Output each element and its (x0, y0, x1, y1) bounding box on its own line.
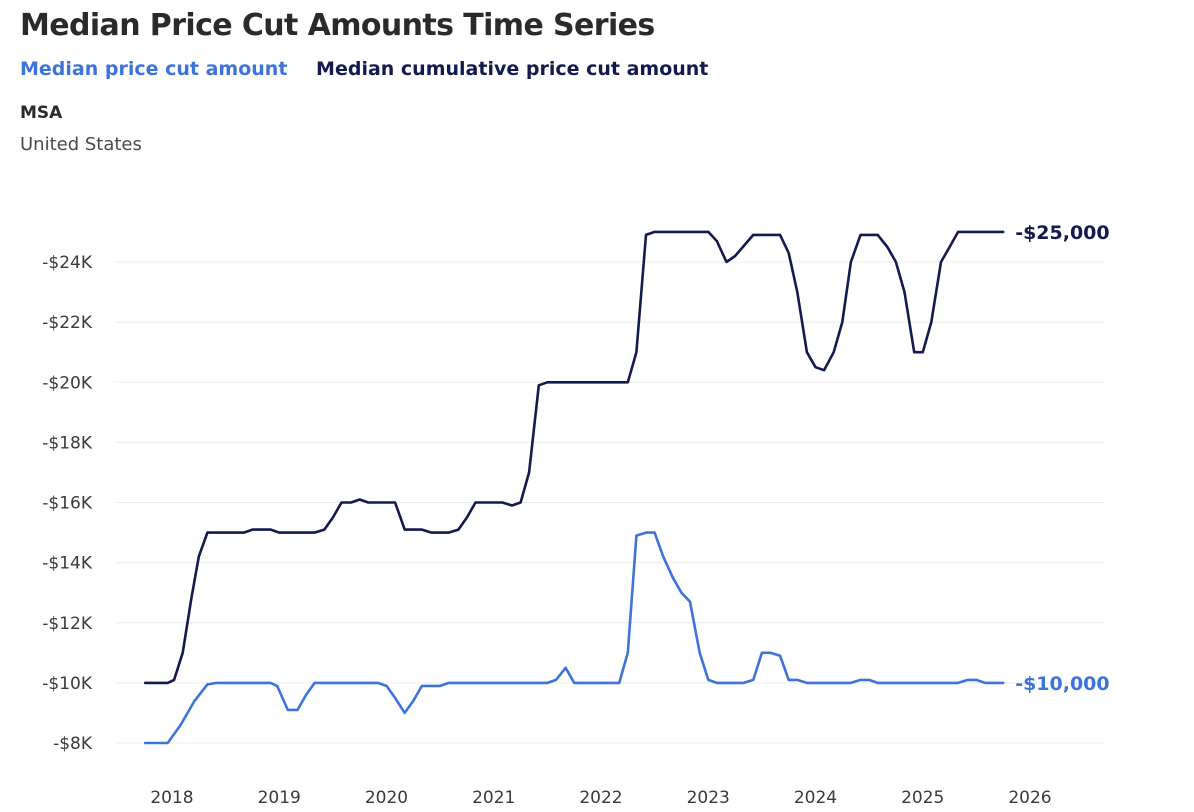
region-label: MSA (20, 103, 63, 123)
y-tick-label-3: -$18K (42, 433, 93, 453)
y-tick-label-0: -$24K (42, 253, 93, 273)
series-end-label-1: -$25,000 (1015, 222, 1109, 244)
y-tick-label-1: -$22K (42, 313, 93, 333)
x-tick-label-7: 2025 (901, 788, 944, 808)
y-tick-label-2: -$20K (42, 373, 93, 393)
x-tick-label-2: 2020 (365, 788, 408, 808)
x-tick-label-6: 2024 (794, 788, 837, 808)
x-tick-label-0: 2018 (150, 788, 193, 808)
y-tick-label-7: -$10K (42, 674, 93, 694)
x-tick-label-5: 2023 (687, 788, 730, 808)
x-tick-label-3: 2021 (472, 788, 515, 808)
y-tick-label-6: -$12K (42, 614, 93, 634)
region-value: United States (20, 134, 142, 155)
y-tick-label-4: -$16K (42, 494, 93, 514)
x-tick-label-1: 2019 (258, 788, 301, 808)
series-line-1 (143, 230, 1005, 685)
legend-item-price-cut[interactable]: Median price cut amount (20, 58, 288, 80)
series-end-label-0: -$10,000 (1015, 673, 1109, 695)
legend-item-cumulative[interactable]: Median cumulative price cut amount (316, 58, 709, 80)
chart-title: Median Price Cut Amounts Time Series (20, 8, 655, 43)
series-line-0 (143, 531, 1005, 745)
x-tick-label-8: 2026 (1008, 788, 1051, 808)
x-tick-label-4: 2022 (579, 788, 622, 808)
y-tick-label-5: -$14K (42, 554, 93, 574)
y-tick-label-8: -$8K (53, 734, 93, 754)
legend: Median price cut amount Median cumulativ… (20, 58, 730, 80)
